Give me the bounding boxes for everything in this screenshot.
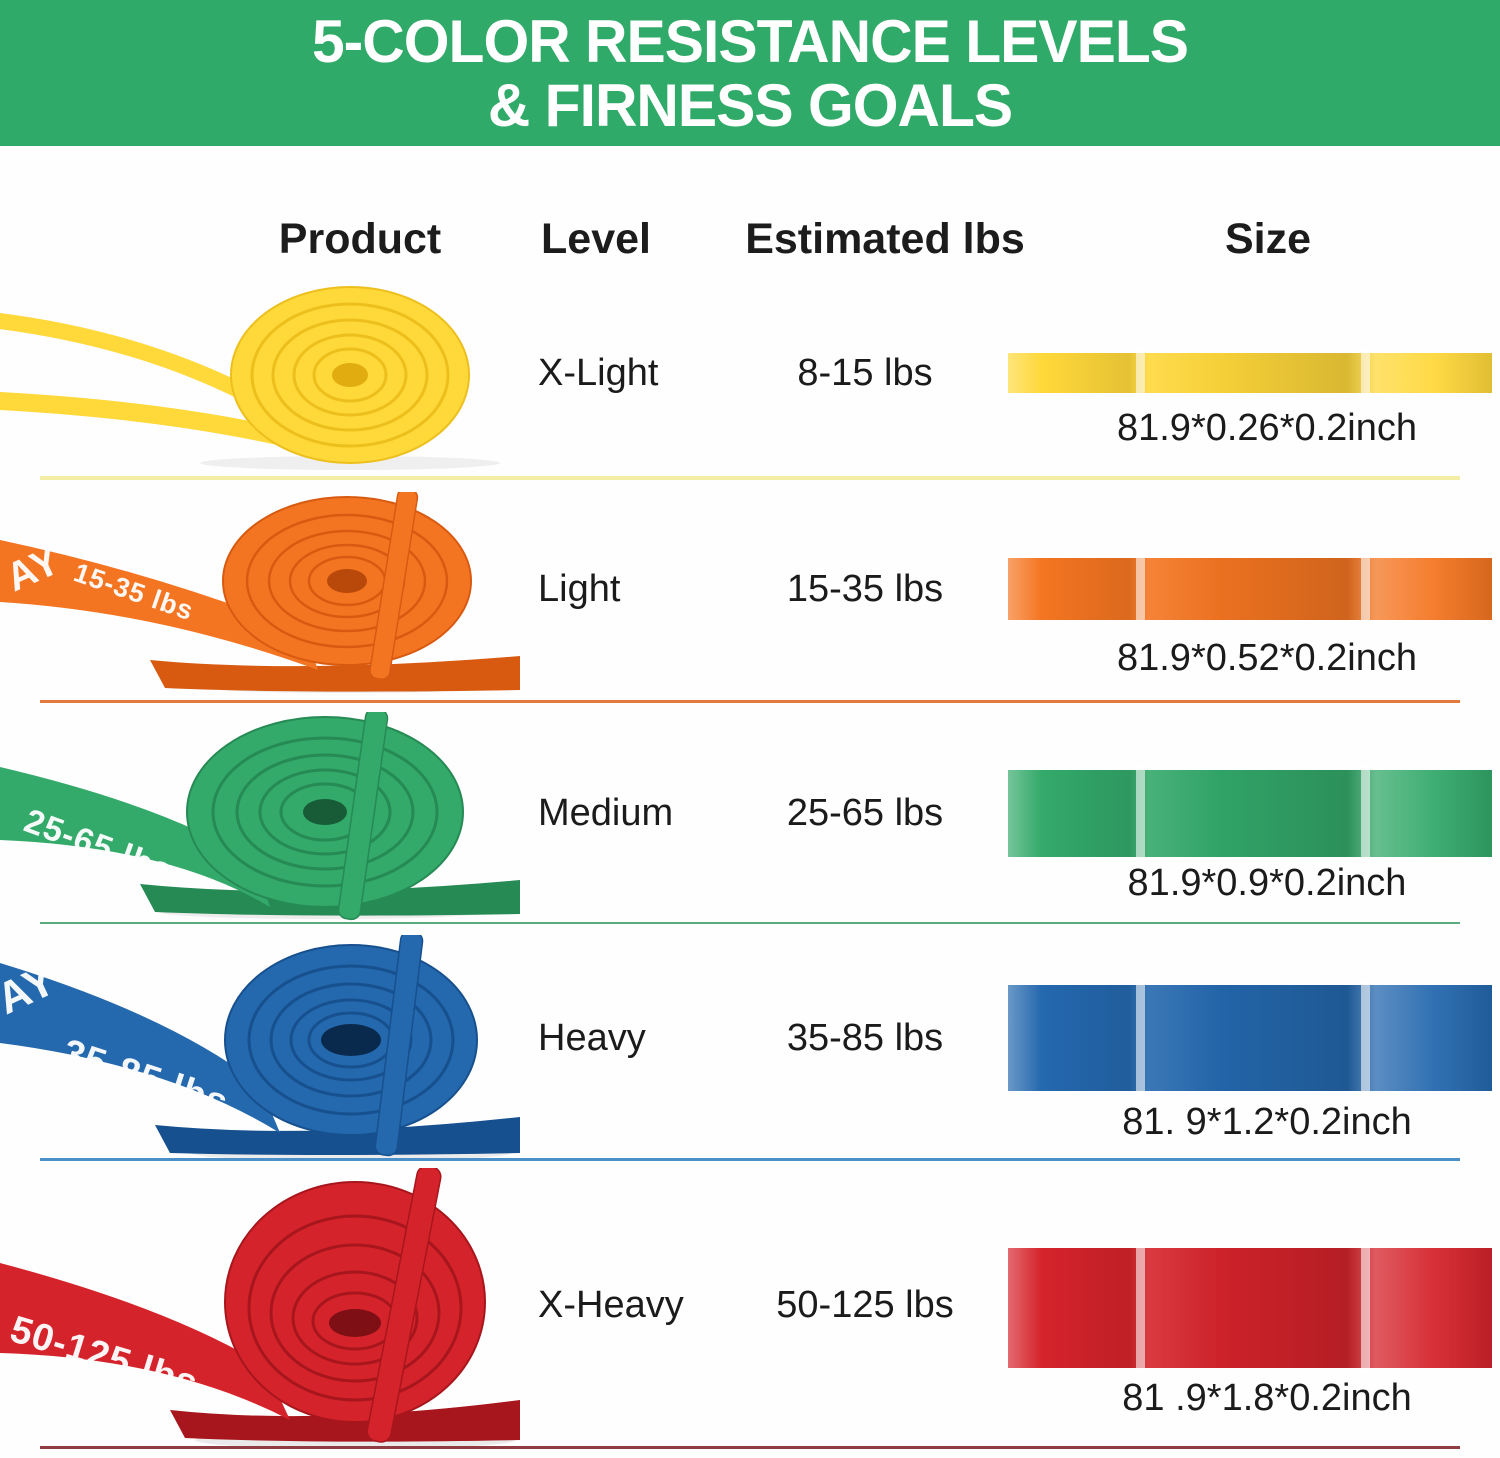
coil-wrap-band xyxy=(374,935,424,1157)
band-strap xyxy=(0,1263,290,1420)
coil-wrap-band xyxy=(369,492,419,680)
row-divider xyxy=(40,1446,1460,1449)
band-width-marker xyxy=(1361,348,1371,398)
band-lower-loop xyxy=(155,1117,520,1155)
size-cell: 81. 9*1.2*0.2inch xyxy=(1122,1101,1412,1143)
row-divider xyxy=(40,922,1460,924)
band-strap xyxy=(0,963,280,1133)
coil-ring xyxy=(247,1214,463,1402)
coil-ring xyxy=(312,347,388,403)
level-cell: Medium xyxy=(538,792,674,834)
band-coil xyxy=(224,1181,486,1423)
band-width-marker xyxy=(1136,348,1146,398)
band-width-marker xyxy=(1136,980,1146,1096)
band-strap xyxy=(0,540,318,670)
band-width-marker xyxy=(1136,553,1146,625)
coil-center xyxy=(329,1309,381,1337)
coil-ring xyxy=(269,982,433,1098)
band-width-marker xyxy=(1361,1243,1371,1373)
coil-center xyxy=(321,1024,381,1056)
column-header-size: Size xyxy=(1224,215,1312,263)
coil-ring xyxy=(258,768,392,856)
coil-center xyxy=(327,569,367,593)
band-width-marker xyxy=(1136,1243,1146,1373)
band-width-marker xyxy=(1136,765,1146,862)
coil-wrap-band xyxy=(337,712,389,921)
coil-ring xyxy=(267,529,427,633)
product-photo-medium-band: 25-65 lbs xyxy=(0,712,520,922)
size-cell: 81 .9*1.8*0.2inch xyxy=(1122,1377,1412,1419)
product-photo-heavy-band: AY 35-85 lbs xyxy=(0,935,520,1165)
size-cell: 81.9*0.52*0.2inch xyxy=(1116,637,1418,679)
coil-wrap-band xyxy=(366,1168,442,1443)
band-width-marker xyxy=(1361,980,1371,1096)
column-header-level: Level xyxy=(541,215,651,263)
size-strip-light xyxy=(1008,553,1492,625)
coil-ring xyxy=(247,964,455,1116)
coil-ring xyxy=(292,333,408,417)
size-cell: 81.9*0.9*0.2inch xyxy=(1127,862,1407,904)
size-cell: 81.9*0.26*0.2inch xyxy=(1116,407,1418,449)
size-strip-medium xyxy=(1008,765,1492,862)
band-strap xyxy=(0,767,270,907)
product-photo-x-heavy-band: 50-125 lbs xyxy=(0,1168,520,1453)
coil-ring xyxy=(245,513,449,649)
coil-ring xyxy=(271,318,429,432)
lbs-cell: 25-65 lbs xyxy=(786,792,944,834)
band-width-marker xyxy=(1361,765,1371,862)
coil-ring xyxy=(269,1243,441,1383)
header-banner: 5-COLOR RESISTANCE LEVELS & FIRNESS GOAL… xyxy=(0,0,1500,146)
column-header-product: Product xyxy=(278,215,442,263)
page-title-line2: & FIRNESS GOALS xyxy=(487,72,1013,139)
size-strip-heavy xyxy=(1008,980,1492,1096)
size-strip-x-light xyxy=(1008,348,1492,398)
band-lower-loop xyxy=(150,656,520,692)
level-cell: Light xyxy=(538,568,621,610)
lbs-cell: 35-85 lbs xyxy=(786,1017,944,1059)
coil-center xyxy=(332,363,368,387)
lbs-cell: 15-35 lbs xyxy=(786,568,944,610)
page-title-line1: 5-COLOR RESISTANCE LEVELS xyxy=(311,8,1189,75)
product-photo-light-band: AY 15-35 lbs xyxy=(0,492,520,697)
coil-ring xyxy=(250,302,450,448)
band-width-marker xyxy=(1361,553,1371,625)
lbs-cell: 50-125 lbs xyxy=(776,1284,954,1326)
level-cell: X-Heavy xyxy=(538,1284,684,1326)
column-header-lbs: Estimated lbs xyxy=(745,215,1025,263)
row-divider xyxy=(40,700,1460,703)
lbs-cell: 8-15 lbs xyxy=(797,352,933,394)
coil-ring xyxy=(291,1270,419,1366)
level-cell: Heavy xyxy=(538,1017,646,1059)
product-photo-x-light-band xyxy=(0,283,520,473)
level-cell: X-Light xyxy=(538,352,659,394)
row-divider xyxy=(40,476,1460,480)
coil-ring xyxy=(235,753,415,871)
size-strip-x-heavy xyxy=(1008,1243,1492,1373)
coil-ring xyxy=(211,736,439,888)
coil-center xyxy=(303,799,347,825)
row-divider xyxy=(40,1158,1460,1161)
